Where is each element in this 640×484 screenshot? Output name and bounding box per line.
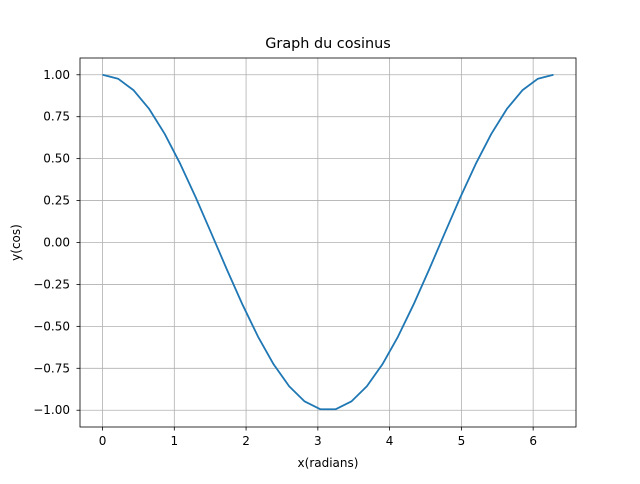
series-layer bbox=[102, 73, 554, 411]
cosine-series-line bbox=[102, 73, 554, 411]
x-axis-label: x(radians) bbox=[298, 456, 359, 470]
x-tick-label: 6 bbox=[529, 434, 537, 448]
y-axis-ticks: 1.00 0.75 0.50 0.25 0.00 −0.25 −0.50 −0.75 −1.00 bbox=[33, 68, 80, 417]
x-tick-label: 4 bbox=[386, 434, 394, 448]
x-tick-label: 1 bbox=[170, 434, 178, 448]
y-tick-label: 0.00 bbox=[43, 236, 70, 250]
y-tick-label: −0.75 bbox=[33, 361, 70, 375]
y-tick-label: 0.25 bbox=[43, 194, 70, 208]
x-tick-label: 2 bbox=[242, 434, 250, 448]
x-tick-label: 3 bbox=[314, 434, 322, 448]
x-tick-label: 5 bbox=[458, 434, 466, 448]
chart-title: Graph du cosinus bbox=[265, 36, 391, 52]
y-tick-label: −0.25 bbox=[33, 277, 70, 291]
grid-lines bbox=[80, 58, 576, 427]
y-tick-label: 0.75 bbox=[43, 110, 70, 124]
x-axis-ticks: 0 1 2 3 4 5 6 bbox=[99, 427, 537, 448]
y-tick-label: 1.00 bbox=[43, 68, 70, 82]
y-axis-label: y(cos) bbox=[9, 224, 23, 261]
y-tick-label: −1.00 bbox=[33, 403, 70, 417]
x-tick-label: 0 bbox=[99, 434, 107, 448]
y-tick-label: −0.50 bbox=[33, 319, 70, 333]
y-tick-label: 0.50 bbox=[43, 152, 70, 166]
